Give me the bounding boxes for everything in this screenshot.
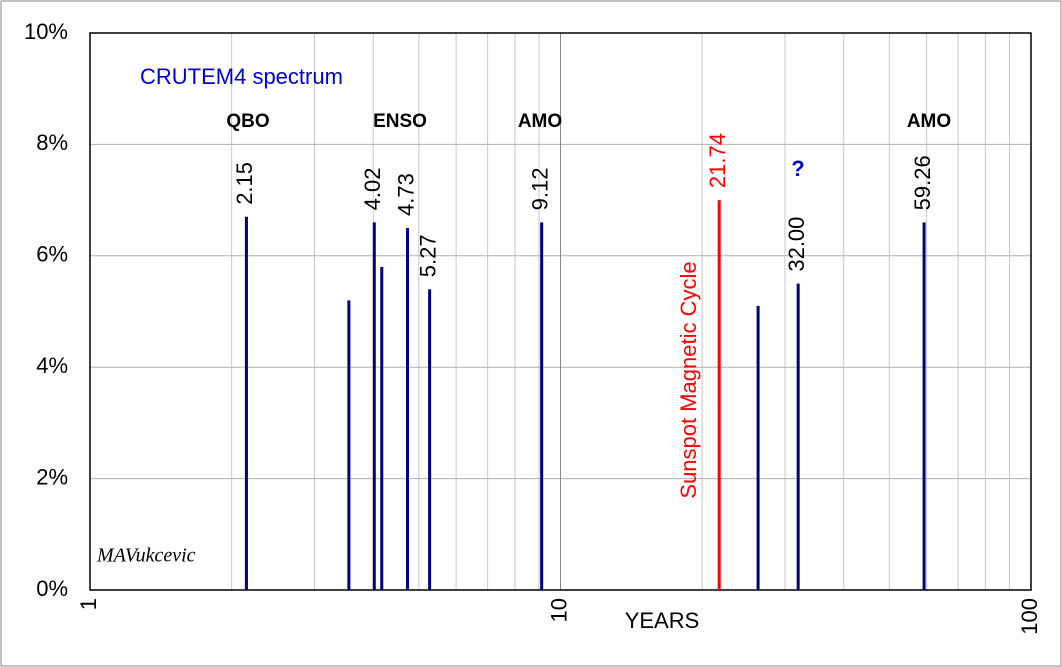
annotation: ENSO	[373, 111, 427, 132]
annotation: QBO	[226, 111, 269, 132]
spike-label: 59.26	[910, 155, 935, 210]
annotation: Sunspot Magnetic Cycle	[676, 261, 701, 498]
annotation: ?	[791, 156, 804, 181]
spike-label: 32.00	[784, 217, 809, 272]
annotation: AMO	[518, 111, 562, 132]
y-tick-label: 6%	[36, 242, 68, 267]
spike-label: 5.27	[415, 234, 440, 277]
annotation: AMO	[907, 111, 951, 132]
spike-label: 4.02	[360, 168, 385, 211]
x-tick-label: 100	[1017, 598, 1042, 635]
spike-label: 4.73	[393, 173, 418, 216]
grid	[89, 32, 1032, 591]
x-tick-label: 1	[76, 598, 101, 610]
x-axis-label: YEARS	[625, 608, 700, 633]
marks: 2.15 4.02 4.73 5.27 9.12 21.74 32.00 59.26	[232, 133, 935, 590]
y-tick-label: 4%	[36, 353, 68, 378]
y-tick-label: 10%	[24, 19, 68, 44]
spike-label: 21.74	[705, 133, 730, 188]
spike-label: 2.15	[232, 162, 257, 205]
signature: MAVukcevic	[96, 545, 196, 567]
y-tick-label: 0%	[36, 576, 68, 601]
plot-border	[89, 32, 1032, 591]
y-tick-label: 8%	[36, 130, 68, 155]
y-tick-label: 2%	[36, 464, 68, 489]
spike-label: 9.12	[527, 168, 552, 211]
annotation: CRUTEM4 spectrum	[140, 64, 343, 89]
x-tick-label: 10	[546, 598, 571, 622]
